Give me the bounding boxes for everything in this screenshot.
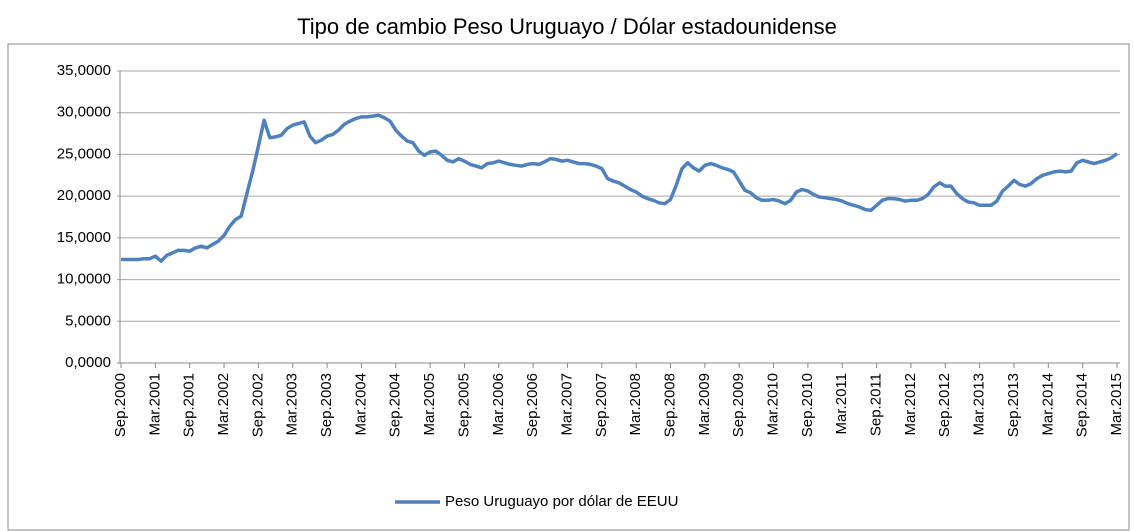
x-tick-label: Mar.2001 [146, 373, 163, 436]
x-tick-label: Mar.2003 [284, 373, 301, 436]
x-tick-label: Sep.2007 [593, 373, 610, 437]
y-tick-label: 5,0000 [65, 312, 111, 329]
x-tick-label: Sep.2008 [661, 373, 678, 437]
x-tick-label: Sep.2006 [524, 373, 541, 437]
y-tick-label: 0,0000 [65, 354, 111, 371]
x-tick-label: Mar.2013 [971, 373, 988, 436]
chart-frame [7, 43, 1130, 531]
x-tick-label: Mar.2012 [902, 373, 919, 436]
x-tick-label: Sep.2001 [181, 373, 198, 437]
x-tick-label: Sep.2003 [318, 373, 335, 437]
legend-label: Peso Uruguayo por dólar de EEUU [445, 493, 678, 510]
y-tick-label: 30,0000 [57, 104, 111, 121]
x-tick-label: Sep.2002 [249, 373, 266, 437]
x-tick-label: Mar.2008 [627, 373, 644, 436]
x-tick-label: Sep.2013 [1005, 373, 1022, 437]
y-tick-label: 25,0000 [57, 145, 111, 162]
x-tick-label: Sep.2012 [936, 373, 953, 437]
series-line [121, 113, 1119, 263]
y-tick-label: 20,0000 [57, 187, 111, 204]
x-tick-label: Mar.2009 [696, 373, 713, 436]
x-tick-label: Mar.2014 [1039, 373, 1056, 436]
x-tick-label: Mar.2002 [215, 373, 232, 436]
x-tick-label: Mar.2015 [1108, 373, 1125, 436]
chart-title: Tipo de cambio Peso Uruguayo / Dólar est… [297, 14, 837, 39]
x-tick-label: Sep.2014 [1074, 373, 1091, 437]
x-tick-label: Sep.2011 [868, 373, 885, 436]
y-tick-label: 10,0000 [57, 271, 111, 288]
y-tick-label: 15,0000 [57, 229, 111, 246]
x-tick-label: Sep.2009 [730, 373, 747, 437]
y-tick-label: 35,0000 [57, 62, 111, 79]
x-tick-label: Sep.2005 [455, 373, 472, 437]
x-tick-label: Sep.2004 [387, 373, 404, 437]
x-tick-label: Mar.2006 [490, 373, 507, 436]
x-tick-label: Mar.2011 [833, 373, 850, 434]
x-tick-label: Mar.2010 [765, 373, 782, 436]
x-tick-label: Sep.2000 [112, 373, 129, 437]
x-tick-label: Mar.2005 [421, 373, 438, 436]
x-tick-label: Mar.2004 [352, 373, 369, 436]
x-tick-label: Mar.2007 [558, 373, 575, 436]
x-tick-label: Sep.2010 [799, 373, 816, 437]
